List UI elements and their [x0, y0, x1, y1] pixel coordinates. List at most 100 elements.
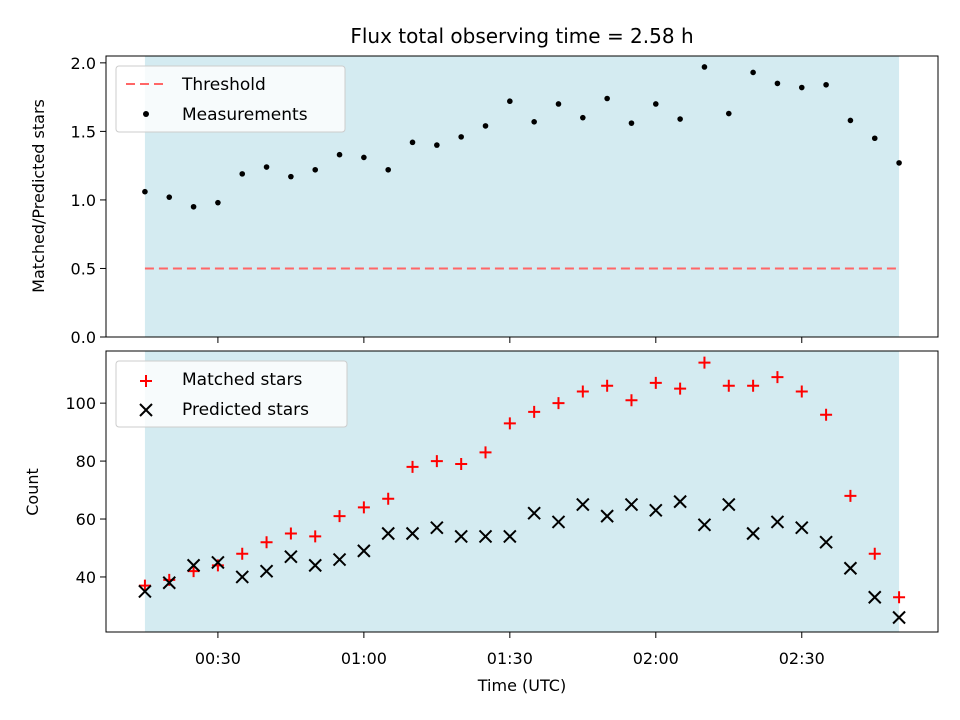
predicted-star-point	[649, 503, 663, 518]
measurement-point	[336, 151, 343, 158]
bottom-x-ticks: 00:30 01:00 01:30 02:00 02:30	[195, 632, 825, 668]
bottom-y-ticks: 40 60 80 100	[65, 394, 106, 587]
matched-star-point	[601, 379, 614, 392]
measurement-point	[628, 120, 635, 126]
predicted-star-point	[892, 610, 906, 625]
legend-measurements-label: Measurements	[182, 105, 308, 125]
measurement-point	[774, 80, 781, 87]
measurement-point	[677, 116, 683, 122]
measurement-point	[896, 160, 902, 166]
measurement-point	[555, 101, 562, 107]
measurement-point	[409, 139, 416, 146]
measurement-point	[750, 69, 756, 76]
legend-matched-swatch	[140, 375, 152, 387]
top-legend-box	[115, 65, 346, 133]
top-ytick-label: 2.0	[71, 54, 96, 73]
predicted-star-point	[503, 529, 517, 544]
top-axes-frame	[105, 55, 939, 338]
matched-star-point	[357, 501, 370, 514]
predicted-star-point	[624, 497, 639, 512]
measurement-point	[142, 188, 148, 195]
top-legend: Threshold Measurements	[115, 65, 346, 133]
predicted-star-point	[308, 558, 322, 573]
predicted-star-point	[576, 497, 590, 512]
predicted-star-point	[430, 521, 444, 535]
legend-predicted-label: Predicted stars	[182, 400, 309, 420]
x-axis-label: Time (UTC)	[477, 676, 566, 695]
bottom-ytick-label: 80	[76, 452, 96, 471]
measurement-point	[725, 110, 732, 117]
predicted-star-point	[259, 564, 274, 578]
top-ytick-label: 1.5	[71, 122, 96, 141]
predicted-star-point	[284, 549, 298, 564]
matched-star-point	[722, 379, 735, 392]
measurement-point	[166, 194, 173, 200]
bottom-xtick-label: 02:30	[779, 649, 825, 668]
chart-title: Flux total observing time = 2.58 h	[350, 24, 693, 48]
matched-star-point	[138, 579, 151, 592]
legend-threshold-label: Threshold	[181, 75, 266, 95]
matched-star-point	[236, 547, 249, 560]
predicted-star-point	[405, 526, 420, 541]
measurement-point	[580, 114, 586, 121]
matched-star-point	[455, 457, 468, 470]
measurement-point	[507, 98, 513, 105]
matched-star-point	[747, 379, 760, 392]
measurement-point	[239, 171, 246, 177]
measurement-point	[798, 84, 805, 91]
bottom-axes-frame	[105, 350, 939, 633]
predicted-star-point	[819, 535, 833, 549]
predicted-star-point	[235, 570, 249, 584]
matched-star-point	[868, 547, 881, 560]
bottom-y-axis-label: Count	[23, 468, 42, 516]
measurement-point	[288, 173, 294, 180]
matched-star-point	[649, 376, 662, 389]
matched-star-point	[893, 591, 906, 604]
top-y-axis-label: Matched/Predicted stars	[29, 99, 48, 293]
measurement-point	[434, 142, 440, 148]
matched-star-point	[503, 417, 516, 430]
matched-star-point	[309, 530, 322, 543]
bottom-legend: Matched stars Predicted stars	[115, 360, 348, 428]
legend-predicted-swatch	[139, 403, 153, 417]
measurement-point	[653, 101, 659, 107]
predicted-star-point	[162, 576, 176, 590]
measurement-point	[604, 95, 610, 102]
matched-star-point	[479, 446, 492, 459]
matched-star-point	[674, 382, 687, 395]
measurement-point	[385, 166, 391, 173]
bottom-xtick-label: 01:00	[341, 649, 387, 668]
measurement-point	[482, 123, 489, 129]
predicted-star-point	[454, 529, 468, 544]
predicted-star-point	[186, 558, 201, 573]
matched-star-point	[820, 408, 833, 421]
matched-star-point	[430, 455, 443, 468]
bottom-ytick-label: 40	[76, 568, 96, 587]
predicted-star-point	[478, 529, 493, 544]
measurement-point	[701, 64, 708, 70]
bottom-ytick-label: 60	[76, 510, 96, 529]
predicted-star-point	[697, 518, 712, 532]
predicted-star-point	[770, 515, 785, 529]
predicted-star-point	[722, 497, 736, 512]
measurement-point	[531, 118, 537, 125]
predicted-star-point	[843, 561, 858, 575]
matched-star-point	[552, 397, 565, 410]
predicted-star-point	[332, 552, 347, 567]
matched-star-point	[528, 405, 541, 418]
matched-star-point	[406, 460, 419, 473]
matched-star-point	[284, 527, 297, 540]
predicted-star-point	[795, 521, 809, 535]
matched-star-point	[333, 510, 346, 523]
legend-measurements-swatch	[143, 111, 149, 117]
predicted-star-point	[381, 526, 395, 541]
measurement-point	[458, 134, 464, 140]
bottom-legend-box	[115, 360, 348, 428]
measurement-point	[361, 154, 367, 161]
matched-star-point	[576, 385, 589, 398]
measurement-point	[847, 117, 854, 124]
top-ytick-label: 1.0	[71, 191, 96, 210]
bottom-xtick-label: 01:30	[487, 649, 533, 668]
predicted-star-point	[868, 590, 882, 604]
